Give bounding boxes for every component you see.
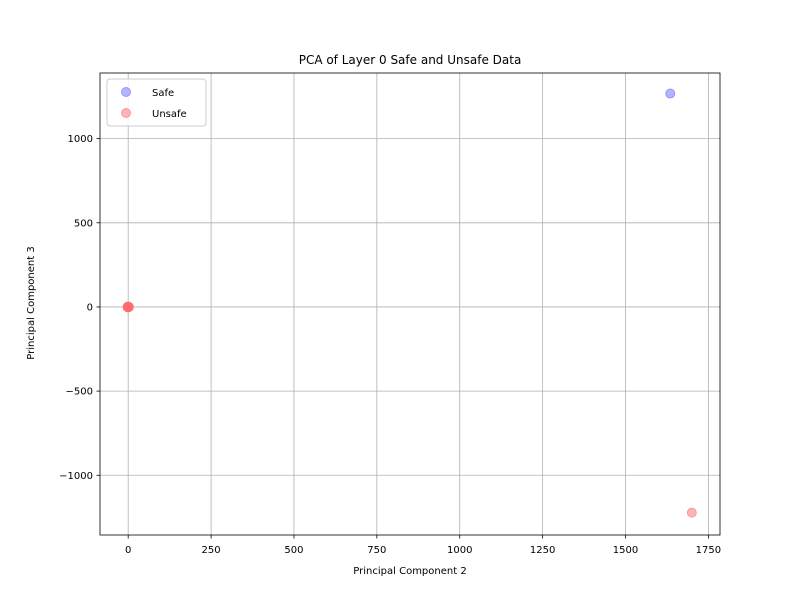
y-tick-label: 1000: [68, 134, 93, 145]
x-tick-label: 1000: [447, 545, 472, 556]
legend-marker-safe: [121, 87, 131, 97]
data-point-unsafe: [122, 302, 133, 313]
legend-box: [106, 78, 207, 127]
x-axis-label: Principal Component 2: [353, 566, 466, 577]
x-tick-label: 750: [367, 545, 386, 556]
grid-lines: [100, 73, 720, 535]
y-axis-label: Principal Component 3: [26, 246, 37, 359]
data-point-safe: [665, 88, 676, 99]
axis-ticks: 0 250 500 750 1000 1250 1500 1750 −1000 −500 0 500 1…: [59, 134, 721, 556]
plot-area: 0 250 500 750 1000 1250 1500 1750 −1000 −500 0 500 1…: [59, 72, 721, 556]
plot-frame: [99, 72, 721, 536]
y-tick-label: 0: [87, 302, 93, 313]
x-tick-label: 1750: [696, 545, 721, 556]
x-tick-label: 0: [125, 545, 131, 556]
x-tick-label: 1250: [530, 545, 555, 556]
x-tick-label: 1500: [613, 545, 638, 556]
x-tick-label: 250: [202, 545, 221, 556]
y-tick-label: −500: [66, 387, 93, 398]
chart-title: PCA of Layer 0 Safe and Unsafe Data: [299, 53, 522, 67]
legend-label-unsafe: Unsafe: [152, 109, 187, 120]
legend: Safe Unsafe: [106, 78, 207, 127]
y-tick-label: 500: [74, 218, 93, 229]
legend-marker-unsafe: [121, 108, 131, 118]
x-tick-label: 500: [284, 545, 303, 556]
data-points: [122, 88, 697, 518]
data-point-unsafe: [686, 507, 697, 518]
y-tick-label: −1000: [59, 471, 93, 482]
legend-label-safe: Safe: [152, 88, 174, 99]
